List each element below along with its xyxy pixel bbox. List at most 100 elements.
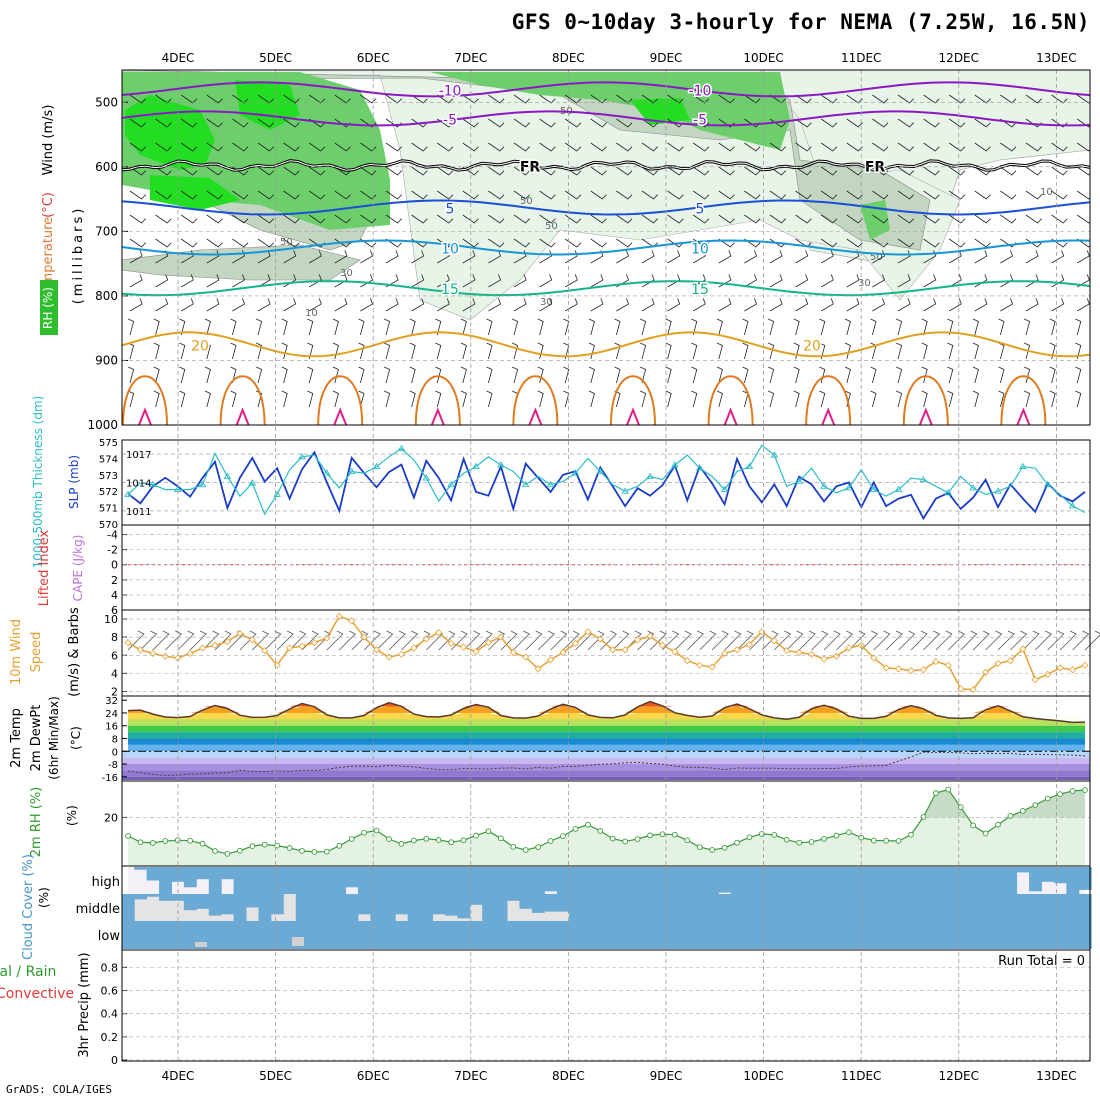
thickness-marker bbox=[149, 480, 157, 488]
wind-barb bbox=[793, 390, 800, 408]
wind-barb bbox=[179, 342, 186, 360]
thickness-tick-label: 574 bbox=[99, 454, 118, 465]
cloud-bar bbox=[507, 894, 520, 901]
wind-barb bbox=[462, 298, 476, 312]
wind-barb bbox=[641, 274, 655, 288]
hot-core bbox=[333, 407, 348, 425]
wind-barb bbox=[129, 190, 146, 200]
cloud-bar bbox=[134, 921, 148, 949]
cloud-bar bbox=[420, 867, 433, 894]
wind-barb bbox=[1076, 250, 1090, 264]
wind-barb bbox=[614, 342, 621, 360]
cloud-bar bbox=[320, 894, 334, 921]
cloud-bar bbox=[544, 894, 558, 912]
cloud-bar bbox=[246, 921, 259, 949]
cape-label: CAPE (J/kg) bbox=[71, 535, 85, 602]
wind-barb bbox=[795, 94, 812, 104]
wind-barb bbox=[820, 118, 838, 128]
thickness-marker bbox=[347, 467, 356, 474]
thickness-marker bbox=[994, 487, 1002, 494]
wind-barb bbox=[640, 342, 647, 360]
cloud-bar bbox=[643, 894, 657, 921]
wind-barb bbox=[334, 298, 348, 312]
cloud-bar bbox=[444, 867, 458, 894]
date-label-bottom: 8DEC bbox=[552, 1069, 585, 1083]
wind-speed-marker bbox=[808, 650, 816, 658]
temp2m-plot bbox=[122, 700, 1090, 780]
wind-barb bbox=[129, 142, 146, 152]
wind-barb bbox=[897, 94, 914, 104]
wind-barb bbox=[180, 94, 198, 104]
wind-barb bbox=[488, 298, 501, 312]
wind-barb bbox=[590, 94, 607, 104]
wind-barb bbox=[667, 166, 684, 176]
rh2m-marker bbox=[783, 836, 790, 843]
wind-barb bbox=[744, 190, 761, 200]
wind-speed-marker bbox=[646, 632, 654, 640]
cloud-bar bbox=[805, 867, 819, 894]
wind-speed-marker bbox=[845, 644, 853, 652]
wind-speed-marker bbox=[509, 648, 517, 657]
rh2m-marker bbox=[187, 837, 193, 844]
cloud-bar bbox=[743, 921, 757, 949]
wind-axis-label: Wind (m/s) bbox=[41, 105, 56, 176]
wind-barb bbox=[436, 274, 450, 288]
wind-barb bbox=[232, 214, 249, 224]
temperature-contour-label: -5 bbox=[693, 112, 707, 128]
wind-barb bbox=[283, 142, 300, 152]
wind-speed-marker bbox=[1069, 666, 1077, 674]
cloud-bar bbox=[780, 867, 794, 894]
wind-barb bbox=[129, 94, 146, 104]
wind-speed-marker bbox=[186, 649, 194, 658]
wind-barb bbox=[155, 238, 172, 248]
cloud-bar bbox=[457, 867, 471, 894]
rh2m-marker bbox=[299, 848, 305, 854]
rh2m-marker bbox=[684, 837, 691, 844]
wind-barb-10m bbox=[662, 630, 680, 651]
wind-barb bbox=[537, 342, 544, 360]
cloud-bar bbox=[270, 867, 284, 894]
wind-barb bbox=[923, 118, 940, 128]
cloud-bar bbox=[780, 894, 794, 921]
thickness-marker bbox=[1043, 480, 1052, 488]
wind-barb bbox=[974, 214, 991, 224]
wind-barb bbox=[897, 274, 911, 288]
wind-barb-10m bbox=[1072, 630, 1090, 651]
wind-barb bbox=[462, 274, 476, 288]
wind-barb bbox=[718, 190, 735, 200]
date-label-bottom: 10DEC bbox=[743, 1069, 783, 1083]
wind-barb bbox=[1000, 274, 1013, 288]
wind-barb bbox=[564, 298, 578, 312]
wind-barb bbox=[872, 298, 885, 312]
cloud-bar bbox=[333, 867, 346, 894]
wind-barb-10m bbox=[537, 630, 555, 651]
cloud-bar bbox=[1053, 894, 1067, 921]
wind-barb bbox=[1025, 142, 1042, 152]
wind-barb bbox=[206, 142, 223, 152]
wind-barb bbox=[897, 238, 914, 248]
wind-barb-10m bbox=[699, 630, 717, 651]
rh2m-marker bbox=[796, 839, 802, 846]
wind-barb bbox=[411, 190, 428, 200]
wind-barbs bbox=[128, 94, 1090, 408]
temp2m-label-1: 2m Temp bbox=[9, 708, 24, 768]
date-label-top: 7DEC bbox=[454, 51, 487, 65]
wind-barb bbox=[820, 190, 838, 200]
wind-speed-marker bbox=[1006, 657, 1014, 665]
wind-barb bbox=[206, 166, 223, 176]
wind-barb bbox=[283, 190, 300, 200]
rh2m-marker bbox=[150, 840, 156, 846]
wind-speed-marker bbox=[969, 686, 977, 694]
wind-barb bbox=[332, 342, 339, 360]
wind-barb bbox=[206, 238, 223, 248]
wind-barb bbox=[539, 274, 553, 288]
wind-barb bbox=[1075, 366, 1082, 384]
precip-axis-label: 3hr Precip (mm) bbox=[77, 952, 92, 1057]
cloud-bar bbox=[134, 894, 148, 900]
hot-core bbox=[138, 407, 152, 425]
wind10m-label-2: Speed bbox=[29, 632, 44, 673]
wind-barb bbox=[795, 250, 809, 264]
cloud-bar bbox=[668, 894, 682, 921]
thickness-marker bbox=[472, 462, 480, 470]
wind-barb bbox=[793, 366, 800, 384]
